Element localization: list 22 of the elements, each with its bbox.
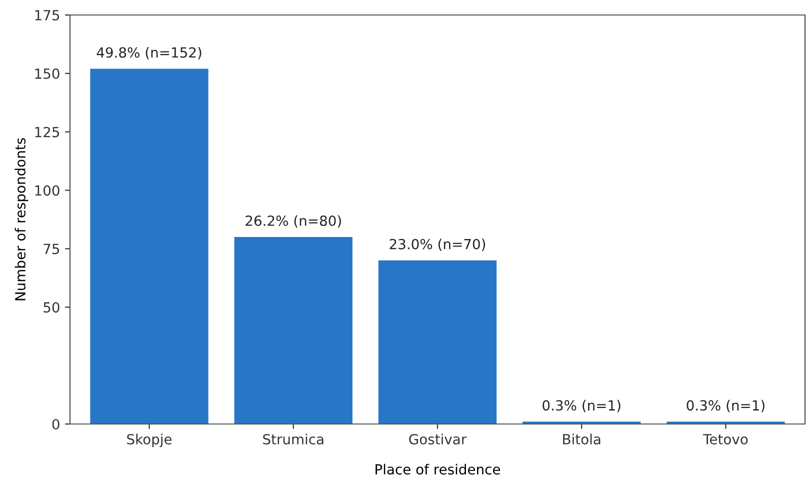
y-tick-label: 125 <box>35 126 60 138</box>
data-label: 23.0% (n=70) <box>390 238 486 252</box>
data-label: 0.3% (n=1) <box>542 400 620 412</box>
x-axis-title: Place of residence <box>376 464 500 475</box>
data-label: 49.8% (n=152) <box>96 46 202 60</box>
bar <box>378 260 497 424</box>
bar <box>90 68 208 424</box>
x-tick-label: Tetovo <box>703 434 748 444</box>
y-tick-label: 0 <box>52 418 60 430</box>
x-tick-label: Strumica <box>263 434 324 444</box>
x-tick-label: Bitola <box>563 434 600 444</box>
data-label: 26.2% (n=80) <box>246 215 341 228</box>
y-tick-label: 175 <box>35 10 60 20</box>
x-tick-label: Skopje <box>127 434 172 448</box>
y-tick-label: 50 <box>44 302 60 313</box>
y-tick-label: 100 <box>35 185 60 196</box>
y-tick-label: 75 <box>44 244 60 254</box>
x-tick-label: Gostivar <box>409 434 467 444</box>
y-tick-label: 150 <box>35 68 60 79</box>
bar <box>234 237 352 424</box>
data-label: 0.3% (n=1) <box>686 400 764 412</box>
y-axis-title: Number of respondonts <box>14 138 28 300</box>
